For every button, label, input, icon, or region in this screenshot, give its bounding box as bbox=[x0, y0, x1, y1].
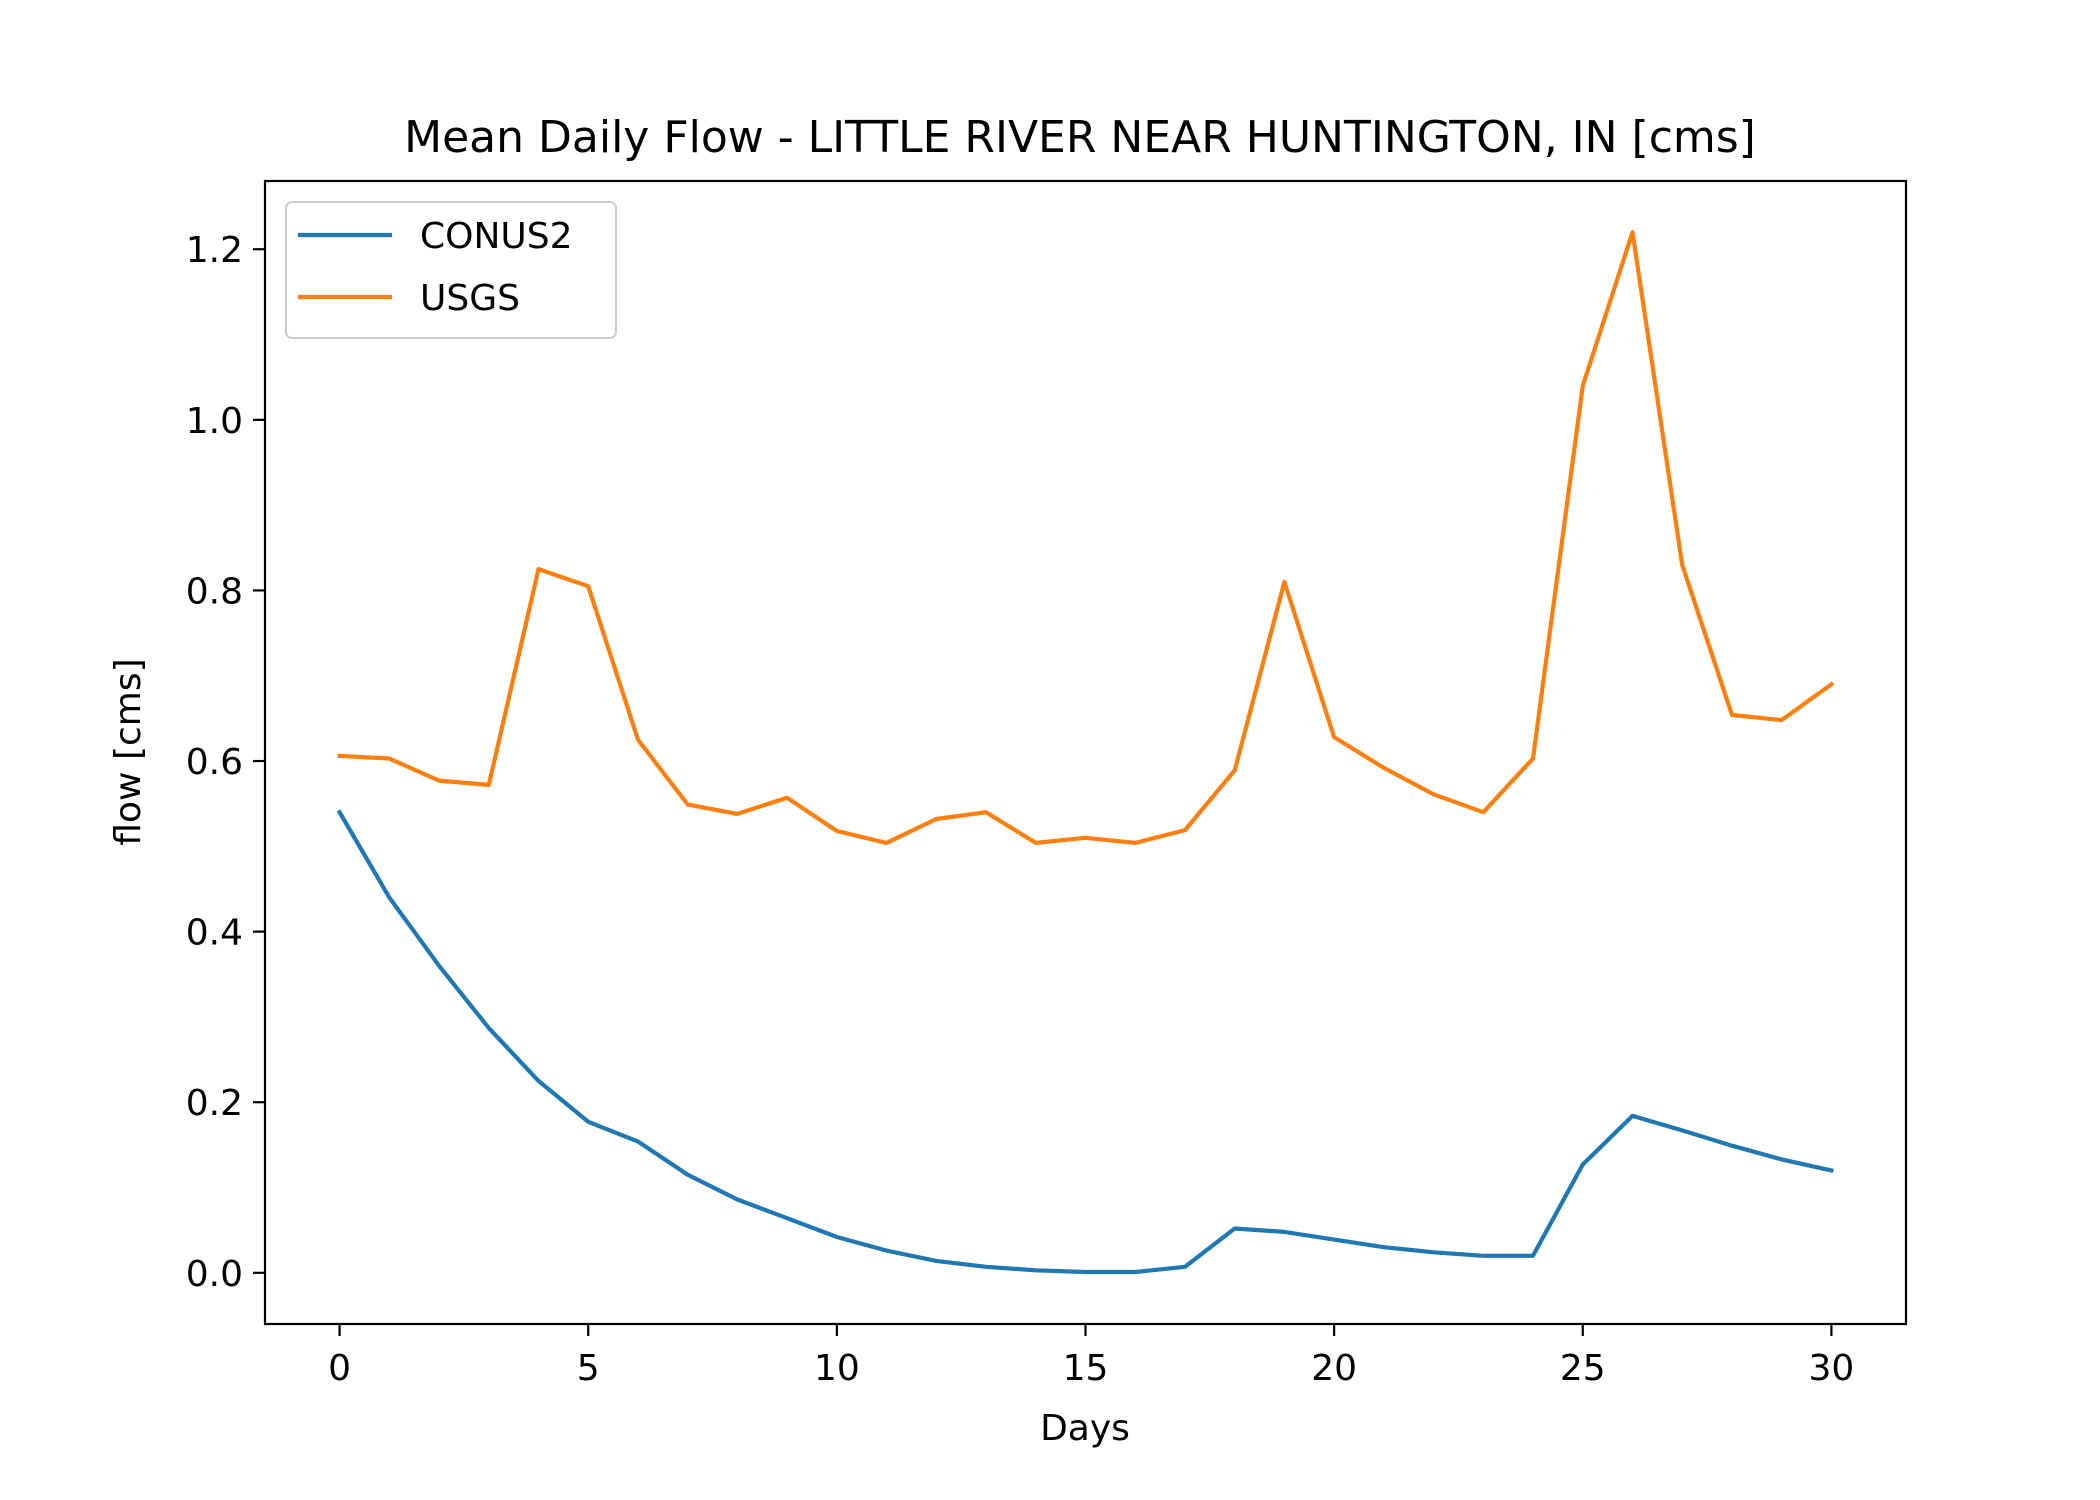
series-group bbox=[336, 230, 1835, 1275]
x-tick-label: 0 bbox=[328, 1348, 351, 1389]
x-tick-label: 10 bbox=[814, 1348, 860, 1389]
x-tick-label: 25 bbox=[1560, 1348, 1606, 1389]
x-axis-label: Days bbox=[1040, 1408, 1130, 1449]
y-tick-label: 1.2 bbox=[186, 230, 243, 271]
x-axis-ticks: 0 5 10 15 20 25 30 bbox=[328, 1324, 1854, 1389]
chart-title: Mean Daily Flow - LITTLE RIVER NEAR HUNT… bbox=[404, 112, 1756, 163]
y-tick-label: 0.0 bbox=[186, 1254, 243, 1295]
plot-area bbox=[263, 179, 1908, 1326]
y-tick-label: 0.2 bbox=[186, 1083, 243, 1124]
x-tick-label: 30 bbox=[1809, 1348, 1855, 1389]
legend-label-conus2: CONUS2 bbox=[420, 216, 573, 257]
legend: CONUS2 USGS bbox=[285, 201, 617, 339]
x-tick-label: 20 bbox=[1311, 1348, 1357, 1389]
y-tick-label: 0.8 bbox=[186, 571, 243, 612]
y-tick-label: 0.4 bbox=[186, 913, 243, 954]
y-tick-label: 1.0 bbox=[186, 401, 243, 442]
y-axis-ticks: 0.0 0.2 0.4 0.6 0.8 1.0 1.2 bbox=[186, 230, 265, 1295]
x-tick-label: 15 bbox=[1063, 1348, 1109, 1389]
x-tick-label: 5 bbox=[577, 1348, 600, 1389]
y-tick-label: 0.6 bbox=[186, 742, 243, 783]
legend-label-usgs: USGS bbox=[420, 278, 520, 319]
y-axis-label: flow [cms] bbox=[108, 658, 149, 845]
series-line-conus2 bbox=[336, 809, 1834, 1275]
series-line-usgs bbox=[337, 230, 1835, 846]
